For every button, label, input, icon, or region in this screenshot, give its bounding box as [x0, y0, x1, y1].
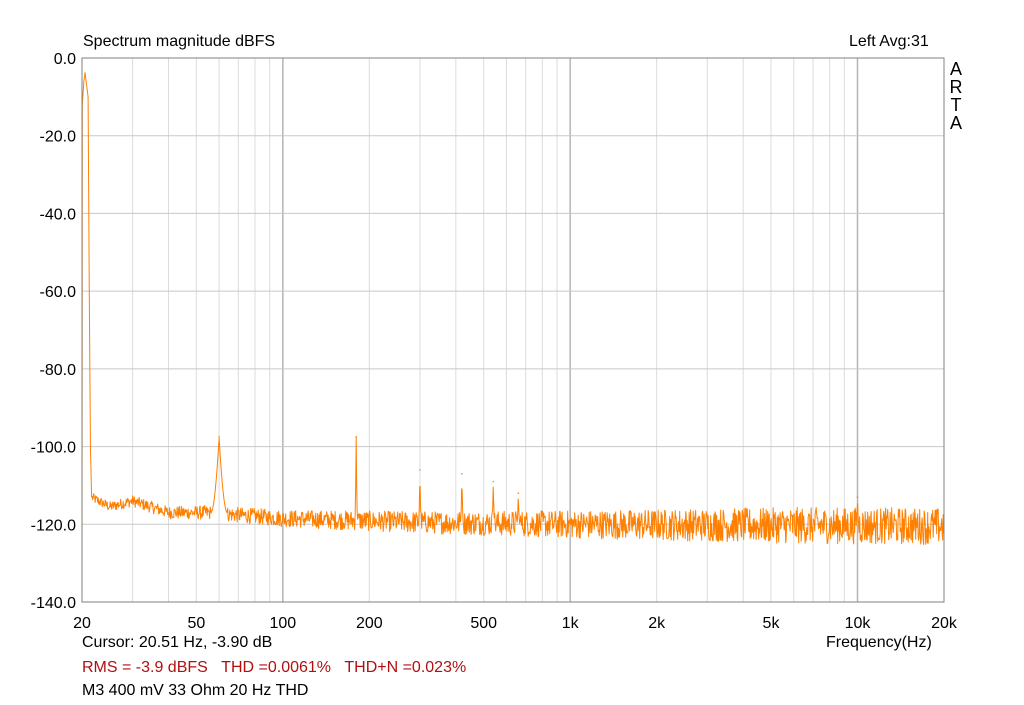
- harmonic-peak: [84, 72, 86, 74]
- thdn-value: THD+N =0.023%: [344, 659, 467, 676]
- y-tick-label: -100.0: [31, 440, 76, 457]
- y-axis-tick-labels: 0.0 -20.0 -40.0 -60.0 -80.0 -100.0 -120.0 -140.…: [31, 51, 76, 612]
- thd-value: THD =0.0061%: [221, 659, 332, 676]
- y-tick-label: 0.0: [54, 51, 76, 68]
- x-tick-label: 20k: [931, 615, 958, 632]
- y-tick-label: -140.0: [31, 595, 76, 612]
- x-tick-label: 2k: [648, 615, 666, 632]
- cursor-readout: Cursor: 20.51 Hz, -3.90 dB: [82, 634, 273, 651]
- plot-frame: [81, 57, 945, 603]
- x-tick-label: 500: [470, 615, 497, 632]
- y-tick-label: -40.0: [40, 206, 77, 223]
- y-tick-label: -60.0: [40, 284, 77, 301]
- arta-letter: T: [950, 95, 962, 115]
- x-tick-label: 100: [269, 615, 296, 632]
- harmonic-peak: [517, 492, 520, 495]
- spectrum-line: [81, 72, 945, 603]
- x-axis-tick-labels: 20 50 100 200 500 1k 2k 5k 10k 20k: [73, 615, 958, 632]
- harmonic-peak: [218, 436, 220, 438]
- x-axis-label: Frequency(Hz): [826, 634, 932, 651]
- harmonic-peak: [856, 496, 859, 498]
- arta-letter: R: [949, 77, 963, 97]
- y-tick-label: -120.0: [31, 517, 76, 534]
- harmonic-peak: [461, 472, 463, 475]
- spectrum-trace: [81, 72, 945, 603]
- y-tick-label: -80.0: [40, 362, 77, 379]
- rms-value: RMS = -3.9 dBFS: [82, 659, 208, 676]
- y-tick-label: -20.0: [40, 129, 77, 146]
- arta-letter: A: [949, 113, 962, 133]
- x-tick-label: 5k: [763, 615, 781, 632]
- harmonic-peak: [355, 436, 357, 438]
- harmonic-peak: [419, 469, 421, 471]
- x-tick-label: 200: [356, 615, 383, 632]
- measurement-note: M3 400 mV 33 Ohm 20 Hz THD: [82, 682, 309, 699]
- x-tick-label: 1k: [562, 615, 580, 632]
- measurement-stats: RMS = -3.9 dBFS THD =0.0061% THD+N =0.02…: [82, 659, 466, 677]
- chart-title: Spectrum magnitude dBFS: [83, 33, 276, 50]
- grid-lines: [82, 58, 944, 602]
- channel-avg-label: Left Avg:31: [849, 33, 929, 50]
- x-tick-label: 20: [73, 615, 91, 632]
- arta-letter: A: [949, 59, 962, 79]
- x-tick-label: 50: [187, 615, 205, 632]
- x-tick-label: 10k: [845, 615, 872, 632]
- harmonic-peak: [492, 480, 495, 483]
